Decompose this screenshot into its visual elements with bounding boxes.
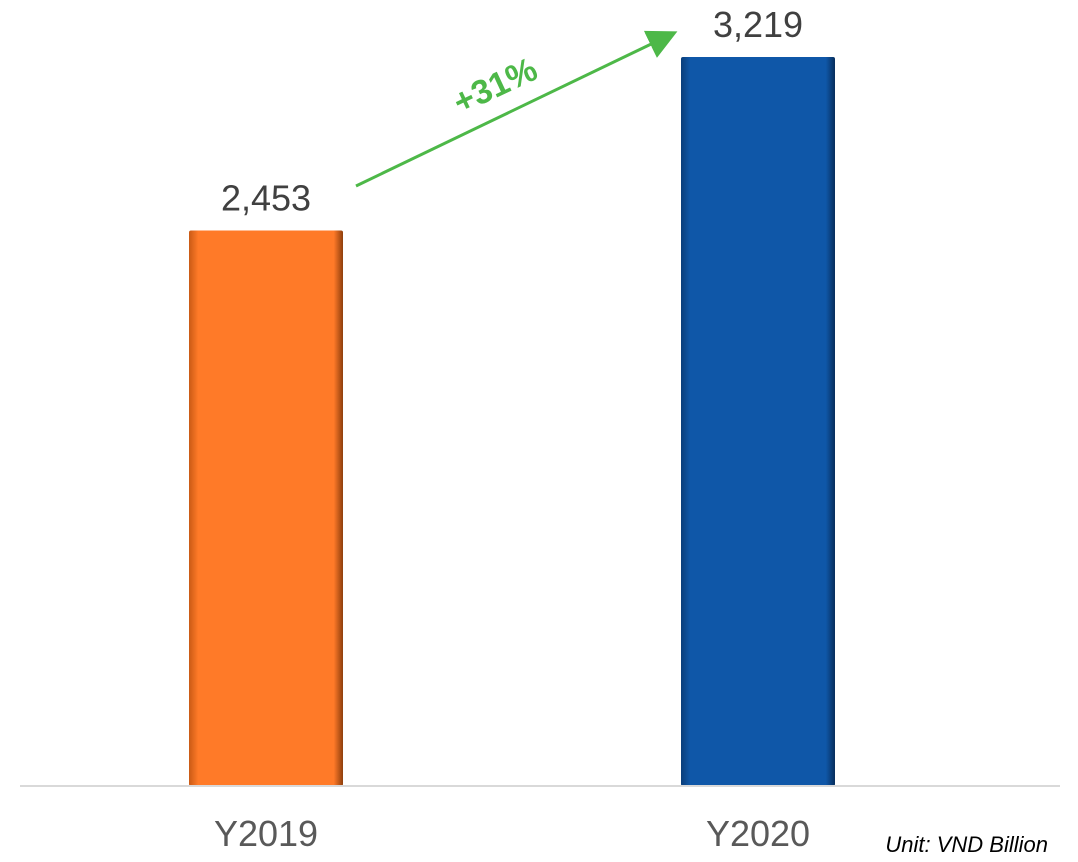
- growth-arrow: [355, 30, 678, 188]
- unit-label: Unit: VND Billion: [885, 832, 1048, 857]
- category-label-y2020: Y2020: [706, 813, 810, 854]
- growth-annotation: +31%: [355, 30, 678, 188]
- category-label-y2019: Y2019: [214, 813, 318, 854]
- bar-y2020: [681, 57, 835, 786]
- bar-y2019: [189, 230, 343, 786]
- value-label-y2019: 2,453: [221, 177, 311, 218]
- bars-group: [189, 57, 835, 786]
- growth-label: +31%: [447, 50, 543, 122]
- value-labels-group: 2,453 3,219: [221, 4, 803, 218]
- category-labels-group: Y2019 Y2020: [214, 813, 810, 854]
- value-label-y2020: 3,219: [713, 4, 803, 45]
